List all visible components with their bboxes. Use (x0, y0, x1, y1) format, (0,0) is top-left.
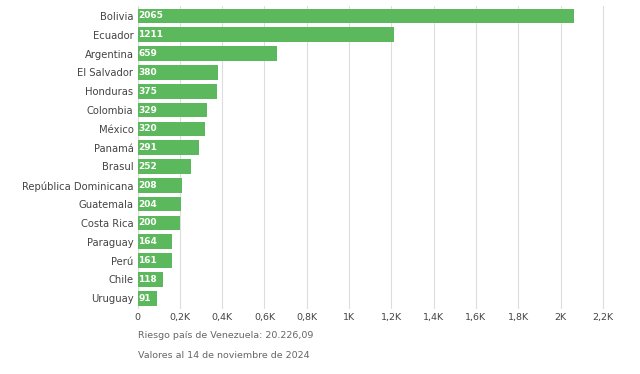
Bar (138, 159, 191, 174)
Text: 252: 252 (138, 162, 157, 171)
Bar (138, 234, 172, 249)
Text: 161: 161 (138, 256, 157, 265)
Bar (138, 197, 180, 211)
Bar (138, 9, 574, 23)
Text: 320: 320 (138, 125, 157, 134)
Text: Valores al 14 de noviembre de 2024: Valores al 14 de noviembre de 2024 (138, 351, 309, 360)
Text: 375: 375 (138, 87, 157, 96)
Bar (138, 272, 163, 287)
Bar (138, 46, 277, 61)
Text: 659: 659 (138, 49, 157, 58)
Bar (138, 27, 394, 42)
Text: 2065: 2065 (138, 12, 163, 21)
Text: 200: 200 (138, 218, 157, 227)
Bar (138, 65, 218, 80)
Text: 291: 291 (138, 143, 157, 152)
Bar (138, 140, 199, 155)
Bar (138, 122, 205, 136)
Bar (138, 84, 217, 99)
Text: 204: 204 (138, 200, 157, 209)
Text: 164: 164 (138, 237, 157, 246)
Text: Riesgo país de Venezuela: 20.226,09: Riesgo país de Venezuela: 20.226,09 (138, 331, 313, 340)
Bar (138, 215, 180, 230)
Bar (138, 103, 207, 117)
Text: 208: 208 (138, 181, 157, 190)
Bar (138, 291, 157, 306)
Text: 329: 329 (138, 105, 157, 114)
Bar (138, 253, 172, 268)
Text: 1211: 1211 (138, 30, 163, 39)
Text: 118: 118 (138, 275, 157, 284)
Bar (138, 178, 182, 193)
Text: 380: 380 (138, 68, 157, 77)
Text: 91: 91 (138, 294, 151, 303)
